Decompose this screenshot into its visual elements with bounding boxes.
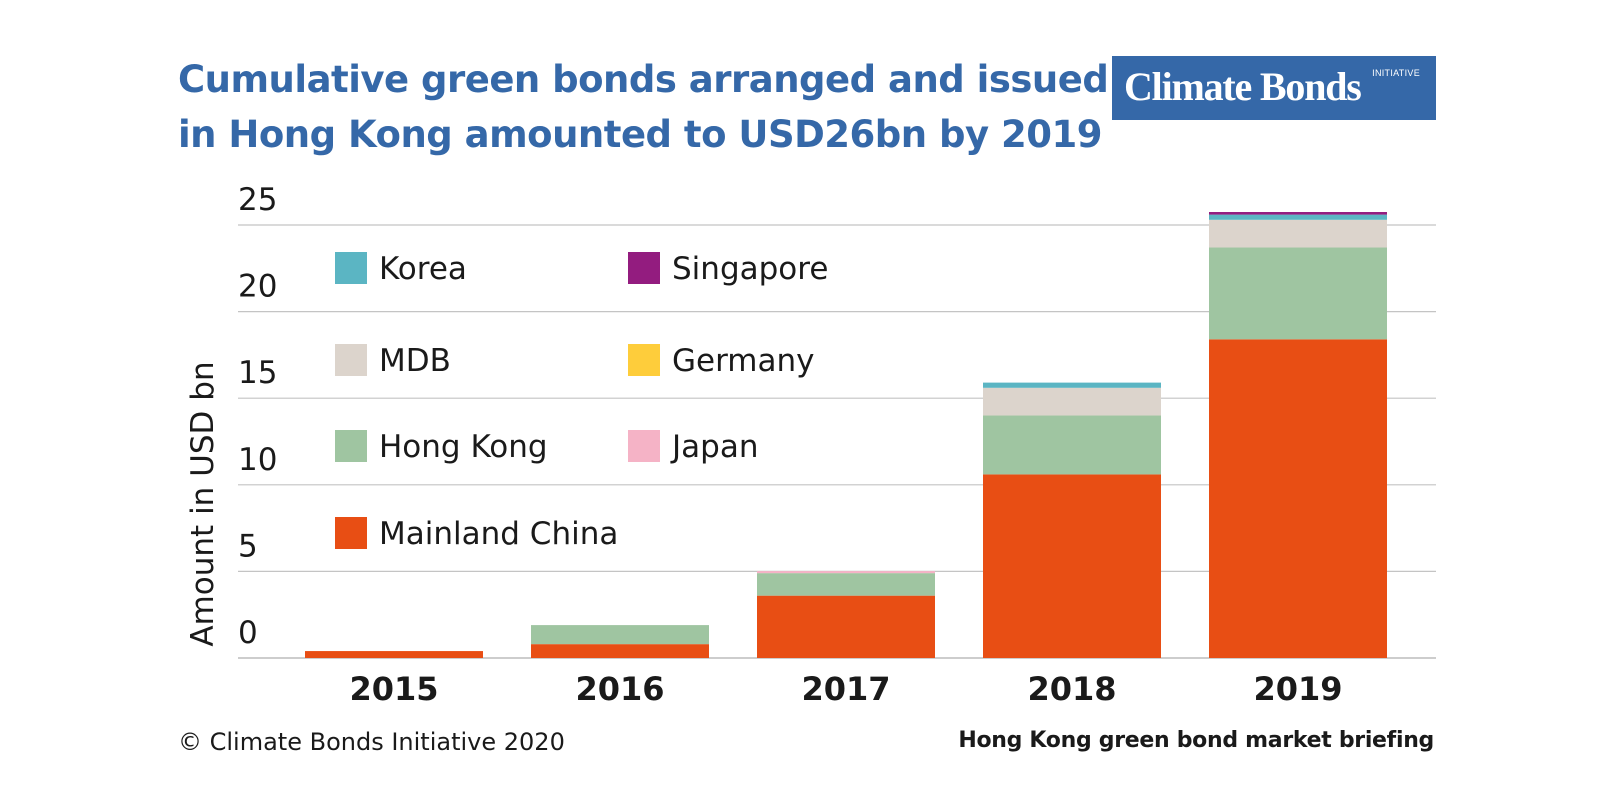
y-tick-label: 25 [238, 182, 277, 218]
legend-label: Hong Kong [379, 429, 548, 465]
x-tick-label: 2017 [801, 670, 890, 708]
legend-label: Mainland China [379, 516, 618, 552]
legend-label: Korea [379, 251, 467, 287]
x-axis-ticks: 2015 2016 2017 2018 2019 [349, 670, 1342, 708]
source-text: Hong Kong green bond market briefing [958, 728, 1434, 753]
legend: Korea Singapore MDB Germany Hong Kong Japan Ma… [335, 251, 828, 552]
logo-main-text: Climate Bonds [1124, 64, 1362, 109]
bar-segment-mainland-china [305, 651, 483, 658]
y-tick-label: 15 [238, 355, 277, 391]
bar-segment-hong-kong [983, 415, 1161, 475]
chart-title-line-1: Cumulative green bonds arranged and issu… [178, 58, 1109, 101]
bar-segment-hong-kong [757, 573, 935, 596]
bars [305, 212, 1387, 658]
legend-label: Japan [670, 429, 758, 465]
legend-swatch [628, 430, 660, 462]
legend-item-germany: Germany [628, 343, 814, 379]
y-tick-label: 10 [238, 442, 277, 478]
bar-segment-mainland-china [983, 474, 1161, 658]
y-tick-label: 5 [238, 528, 258, 564]
bar-segment-hong-kong [1209, 247, 1387, 340]
legend-swatch [335, 430, 367, 462]
legend-swatch [628, 252, 660, 284]
y-tick-label: 0 [238, 615, 258, 651]
legend-swatch [628, 344, 660, 376]
chart-title-line-2: in Hong Kong amounted to USD26bn by 2019 [178, 113, 1102, 156]
bar-segment-japan [757, 571, 935, 574]
bar-segment-mainland-china [1209, 339, 1387, 658]
legend-item-korea: Korea [335, 251, 467, 287]
x-tick-label: 2015 [349, 670, 438, 708]
logo-small-text: INITIATIVE [1372, 68, 1420, 78]
legend-item-japan: Japan [628, 429, 758, 465]
legend-item-singapore: Singapore [628, 251, 828, 287]
bar-segment-mainland-china [757, 595, 935, 658]
legend-item-hong-kong: Hong Kong [335, 429, 548, 465]
legend-swatch [335, 344, 367, 376]
bar-segment-hong-kong [531, 625, 709, 645]
y-tick-label: 20 [238, 269, 277, 305]
bar-segment-korea [1209, 214, 1387, 220]
legend-swatch [335, 517, 367, 549]
bar-segment-mdb [1209, 219, 1387, 248]
legend-label: Singapore [672, 251, 828, 287]
copyright-text: © Climate Bonds Initiative 2020 [178, 728, 565, 756]
legend-label: MDB [379, 343, 451, 379]
chart-title: Cumulative green bonds arranged and issu… [178, 52, 1109, 162]
bar-segment-singapore [1209, 212, 1387, 215]
legend-label: Germany [672, 343, 814, 379]
bar-segment-korea [983, 382, 1161, 388]
legend-item-mainland-china: Mainland China [335, 516, 618, 552]
legend-item-mdb: MDB [335, 343, 451, 379]
x-tick-label: 2016 [575, 670, 664, 708]
bar-segment-mdb [983, 387, 1161, 416]
x-tick-label: 2019 [1253, 670, 1342, 708]
legend-swatch [335, 252, 367, 284]
y-axis-label: Amount in USD bn [185, 361, 221, 646]
bar-segment-mainland-china [531, 644, 709, 658]
y-axis-ticks: 0 5 10 15 20 25 [238, 182, 277, 651]
climate-bonds-logo: Climate Bonds INITIATIVE [1112, 56, 1436, 120]
x-tick-label: 2018 [1027, 670, 1116, 708]
